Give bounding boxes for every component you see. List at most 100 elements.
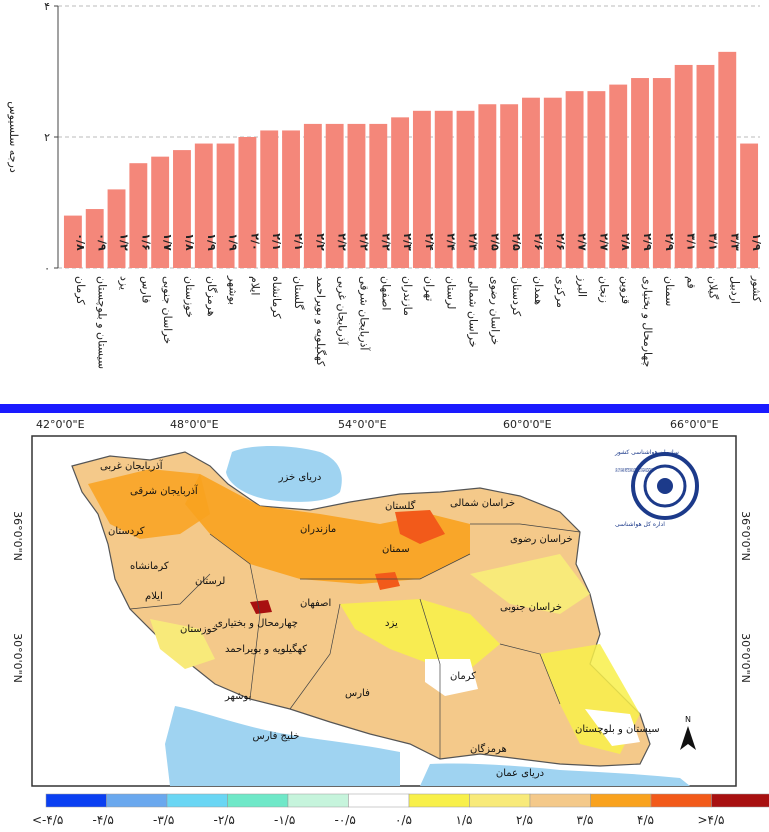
x-tick-label: فارس — [139, 276, 152, 303]
zone-red-2 — [375, 572, 400, 590]
prov-label: بوشهر — [224, 691, 251, 702]
x-tick-label: اردبیل — [728, 276, 741, 304]
x-tick-label: البرز — [576, 275, 589, 297]
bar-value-label: ۰/۸ — [74, 233, 87, 251]
bar — [478, 104, 497, 268]
lon-label-48: 48°0'0"E — [170, 418, 219, 431]
bar — [412, 110, 431, 268]
y-tick-label: ۰ — [44, 262, 50, 275]
x-tick-label: ایلام — [248, 276, 261, 296]
bar-value-label: ۲/۲ — [357, 233, 370, 251]
bar — [238, 137, 257, 268]
x-tick-label: سمنان — [663, 276, 676, 306]
bar — [718, 51, 737, 268]
legend-swatch — [166, 793, 228, 808]
bar — [565, 91, 584, 269]
x-tick-label: آذربایجان غربی — [336, 276, 350, 346]
bar — [631, 78, 649, 268]
prov-label: خراسان جنوبی — [500, 602, 562, 613]
bar-value-label: ۲/۴ — [423, 233, 436, 251]
caspian-sea — [226, 446, 342, 502]
zone-yellow-central — [340, 599, 500, 669]
bar-value-label: ۲/۲ — [314, 233, 327, 251]
gulf-of-oman — [420, 763, 690, 786]
lon-label-54: 54°0'0"E — [338, 418, 387, 431]
legend-label: -۳/۵ — [153, 813, 174, 827]
bar-value-label: ۲/۵ — [510, 233, 523, 251]
zone-orange-north — [185, 474, 470, 584]
legend-swatch — [469, 793, 531, 808]
bar — [456, 110, 475, 268]
zone-darkred — [250, 600, 272, 614]
lon-label-42: 42°0'0"E — [36, 418, 85, 431]
x-tick-label: خراسان شمالی — [467, 276, 480, 348]
prov-label: لرستان — [195, 576, 225, 587]
prov-label: چهارمحال و بختیاری — [215, 618, 298, 629]
prov-label: یزد — [385, 618, 398, 629]
bar-value-label: ۲/۳ — [401, 233, 414, 251]
prov-label: اصفهان — [300, 598, 331, 609]
bar-value-label: ۲/۲ — [379, 233, 392, 251]
x-tick-label: کرمان — [74, 276, 87, 305]
legend-swatch — [711, 793, 769, 808]
oman-label: دریای عمان — [496, 768, 544, 779]
y-tick-label: ۲ — [44, 131, 50, 144]
bar — [107, 189, 126, 268]
prov-label: مازندران — [300, 524, 336, 535]
bar-value-label: ۱/۸ — [183, 233, 196, 251]
prov-label: کهگیلویه و بویراحمد — [225, 643, 307, 655]
bar-chart: ۰ ۲ ۴ درجه سلسیوس ۰/۸ کرمان ۰/۹ سیستان و بلوچ… — [7, 0, 763, 369]
legend-label: -۰/۵ — [335, 813, 356, 827]
prov-label: سیستان و بلوچستان — [575, 724, 660, 735]
x-tick-label: یزد — [118, 276, 131, 290]
zone-orange-northwest — [88, 469, 210, 539]
logo-english-name: I.R.OF IRAN METEOROLOGICAL ORGANIZATION — [615, 468, 653, 474]
bar-value-label: ۲/۸ — [619, 233, 632, 251]
bar-value-label: ۱/۲ — [118, 233, 131, 251]
lon-label-60: 60°0'0"E — [503, 418, 552, 431]
x-tick-label: خراسان جنوبی — [161, 276, 174, 344]
province-boundaries — [129, 523, 581, 759]
prov-label: ایلام — [145, 591, 163, 602]
bar — [63, 215, 82, 268]
prov-label: خوزستان — [180, 624, 218, 635]
prov-label: کردستان — [108, 526, 145, 537]
meteorological-logo: سازمان هواشناسی کشور I.R.OF IRAN METEORO… — [614, 449, 699, 528]
legend-swatch — [529, 793, 591, 808]
logo-persian-name: سازمان هواشناسی کشور — [614, 449, 679, 456]
bar — [543, 97, 562, 268]
x-tick-label: هرمزگان — [205, 276, 218, 317]
bar — [260, 130, 279, 268]
bar — [194, 143, 213, 268]
legend-swatch — [590, 793, 652, 808]
legend-label: >۴/۵ — [698, 813, 725, 827]
legend-swatch — [106, 793, 168, 808]
x-tick-label: کشور — [750, 275, 763, 303]
x-tick-label: گیلان — [706, 276, 719, 300]
bar-value-label: ۲/۶ — [554, 233, 567, 250]
prov-label: آذربایجان شرقی — [130, 484, 199, 497]
zone-yellow-east — [470, 554, 590, 614]
legend-label: <-۴/۵ — [32, 813, 63, 827]
x-tick-label: تهران — [423, 276, 436, 301]
bar — [434, 110, 453, 268]
bar-value-label: ۲/۷ — [597, 233, 610, 251]
lon-label-66: 66°0'0"E — [670, 418, 719, 431]
x-tick-label: اصفهان — [379, 276, 392, 310]
lat-label-left-30: 30°0'0"N — [11, 633, 24, 683]
bar-value-label: ۲/۶ — [532, 233, 545, 250]
bar-value-label: ۲/۴ — [467, 233, 480, 251]
prov-label: هرمزگان — [470, 743, 507, 755]
persian-gulf-label: خلیج فارس — [252, 731, 299, 742]
bar — [609, 84, 628, 268]
lat-label-right-30: 30°0'0"N — [739, 633, 752, 683]
legend-swatch — [227, 793, 289, 808]
legend-swatch — [348, 793, 410, 808]
x-tick-label: کردستان — [510, 276, 523, 317]
x-tick-label: همدان — [532, 276, 545, 305]
logo-emblem-icon — [631, 452, 699, 520]
lat-label-left-36: 36°0'0"N — [11, 511, 24, 561]
bar — [129, 163, 148, 268]
bar — [216, 143, 235, 268]
bar — [173, 150, 191, 268]
